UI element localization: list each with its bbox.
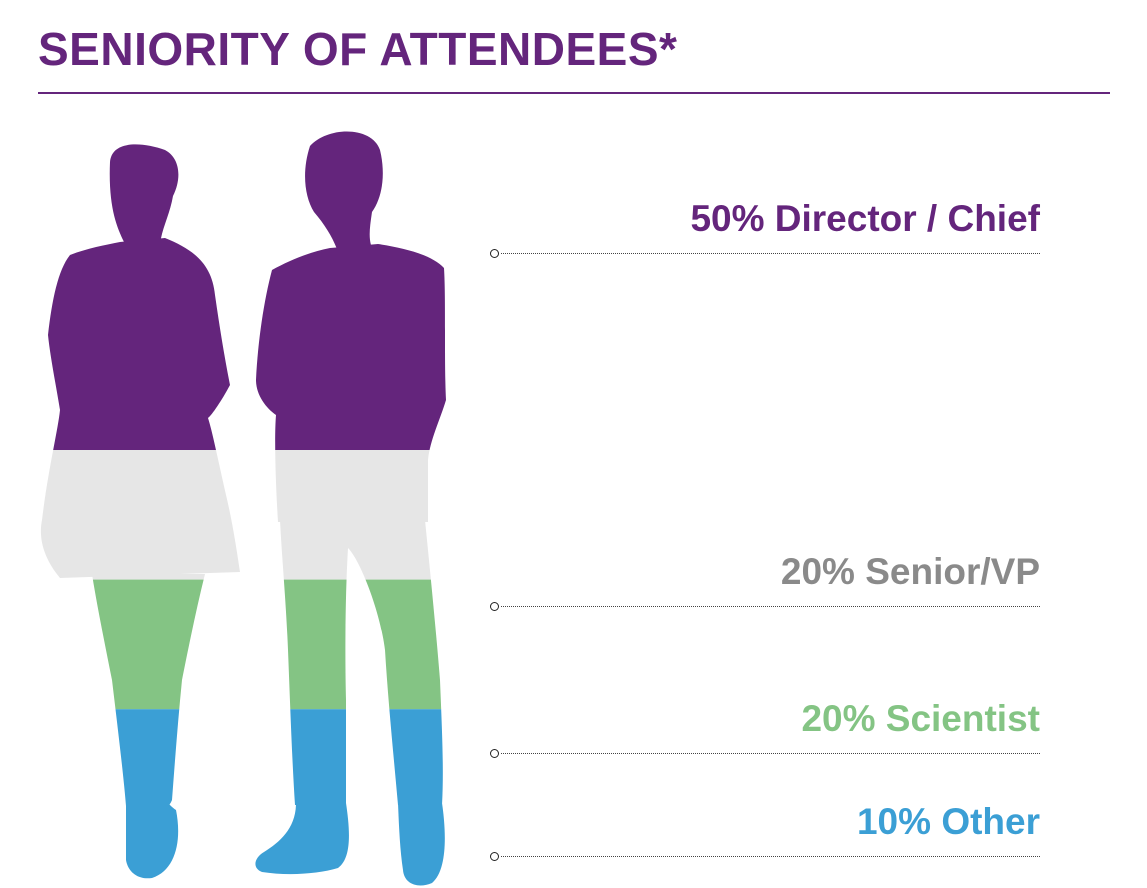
leader-line: [501, 253, 1040, 254]
page-title: SENIORITY OF ATTENDEES*: [38, 23, 678, 75]
title-divider: [38, 92, 1110, 94]
leader-dot: [490, 249, 499, 258]
leader-line: [501, 753, 1040, 754]
category-director-chief: 50% Director / Chief: [490, 198, 1050, 258]
leader-line: [501, 606, 1040, 607]
category-senior-vp: 20% Senior/VP: [490, 551, 1050, 611]
leader-dot: [490, 749, 499, 758]
data-label: 50% Director / Chief: [690, 198, 1040, 239]
data-label: 20% Senior/VP: [780, 551, 1040, 592]
leader-dot: [490, 852, 499, 861]
data-label: 10% Other: [856, 801, 1040, 842]
category-other: 10% Other: [490, 801, 1050, 861]
leader-dot: [490, 602, 499, 611]
band-director-chief: [40, 131, 446, 450]
leader-line: [501, 856, 1040, 857]
data-label: 20% Scientist: [801, 698, 1040, 739]
category-scientist: 20% Scientist: [490, 698, 1050, 758]
